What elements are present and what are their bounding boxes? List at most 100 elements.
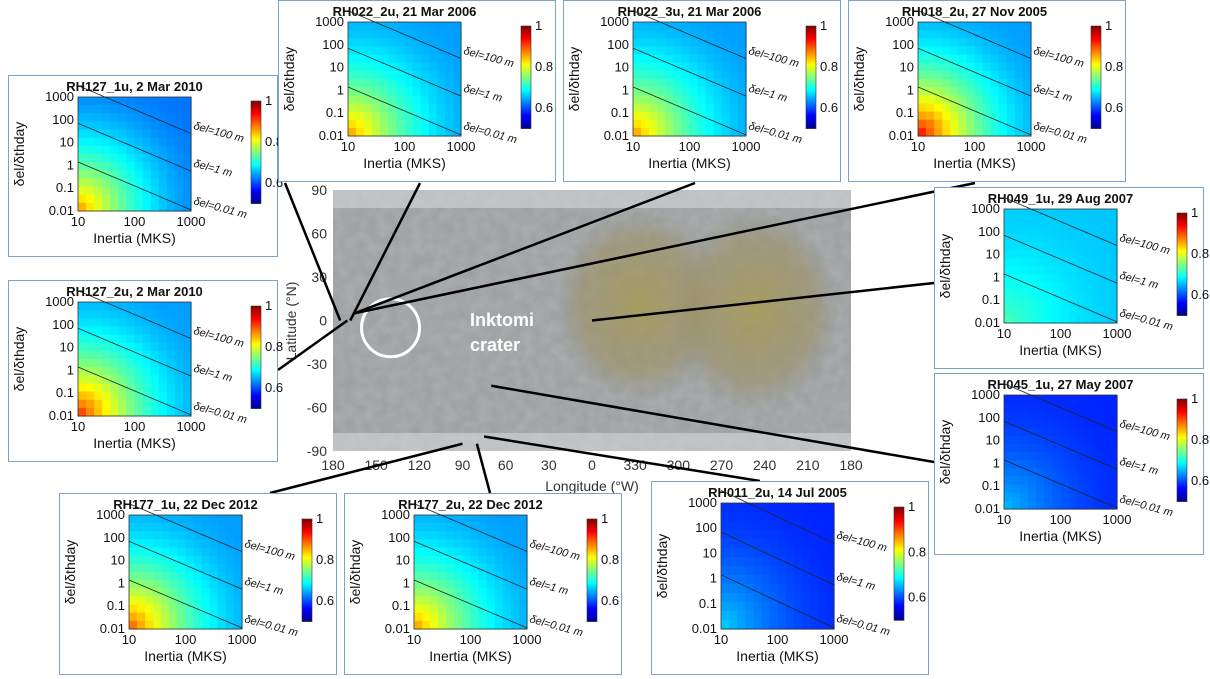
heatmap-cell <box>1076 411 1086 421</box>
heatmap-cell <box>1052 306 1062 316</box>
heatmap-cell <box>422 539 431 549</box>
heatmap-cell <box>785 566 795 576</box>
heatmap-cell <box>454 515 464 524</box>
heatmap-cell <box>142 326 152 336</box>
heatmap-cell <box>420 103 430 113</box>
heatmap-cell <box>793 602 803 612</box>
heatmap-cell <box>1044 500 1054 510</box>
heatmap-cell <box>118 302 128 311</box>
heatmap-cell <box>364 79 373 88</box>
heatmap-cell <box>697 30 707 39</box>
heatmap-cell <box>478 620 488 630</box>
heatmap-cell <box>420 87 430 96</box>
heatmap-cell <box>982 95 992 105</box>
heatmap-cell <box>1014 30 1024 39</box>
heatmap-cell <box>494 523 504 532</box>
heatmap-cell <box>404 46 414 56</box>
heatmap-cell <box>1084 225 1094 235</box>
heatmap-cell <box>225 555 235 565</box>
y-tick-label: 1 <box>67 362 74 377</box>
heatmap-cell <box>1108 314 1118 324</box>
heatmap-cell <box>94 186 103 196</box>
heatmap-cell <box>452 46 462 56</box>
x-axis-label: Inertia (MKS) <box>144 648 226 664</box>
connector-line <box>349 182 422 322</box>
x-axis-label: Inertia (MKS) <box>736 648 818 664</box>
heatmap-cell <box>182 342 192 352</box>
heatmap-cell <box>182 129 192 139</box>
heatmap-cell <box>1052 257 1062 267</box>
contour-line <box>128 540 243 590</box>
heatmap-cell <box>428 30 438 39</box>
heatmap-cell <box>137 539 146 549</box>
y-tick-label: 100 <box>978 410 1000 425</box>
heatmap-cell <box>134 129 144 139</box>
heatmap-cell <box>348 79 357 88</box>
heatmap-cell <box>825 548 835 558</box>
heatmap-cell <box>809 575 819 585</box>
y-tick-label: 1000 <box>971 387 1000 402</box>
heatmap-cell <box>372 103 381 113</box>
heatmap-cell <box>1076 492 1086 502</box>
heatmap-cell <box>94 310 103 319</box>
heatmap-cell <box>1044 257 1054 267</box>
heatmap-cell <box>174 350 184 360</box>
heatmap-cell <box>118 105 128 114</box>
heatmap-cell <box>825 575 835 585</box>
heatmap-cell <box>1036 468 1045 478</box>
heatmap-cell <box>193 531 203 541</box>
heatmap-cell <box>926 62 935 72</box>
heatmap-cell <box>102 326 111 336</box>
plot-frame <box>77 301 192 417</box>
heatmap-cell <box>161 539 170 549</box>
heatmap-cell <box>166 186 176 196</box>
connector-line <box>277 319 349 372</box>
heatmap-cell <box>217 588 227 598</box>
heatmap-cell <box>510 523 520 532</box>
heatmap-cell <box>201 531 211 541</box>
heatmap-cell <box>86 342 95 352</box>
heatmap-cell <box>1036 225 1045 235</box>
heatmap-cell <box>494 539 504 549</box>
heatmap-cell <box>1022 62 1032 72</box>
heatmap-cell <box>934 95 943 105</box>
heatmap-cell <box>665 54 674 64</box>
heatmap-cell <box>926 95 935 105</box>
heatmap-cell <box>633 62 642 72</box>
heatmap-cell <box>158 105 168 114</box>
panel-title: RH177_2u, 22 Dec 2012 <box>398 497 543 512</box>
heatmap-cell <box>478 539 488 549</box>
heatmap-cell <box>801 584 811 594</box>
heatmap-cell <box>1036 249 1045 259</box>
heatmap-cell <box>1036 241 1045 251</box>
contour-line <box>720 574 835 629</box>
heatmap-cell <box>372 38 381 48</box>
heatmap-cell <box>1036 233 1045 243</box>
heatmap-cell <box>494 596 504 606</box>
heatmap-cell <box>974 87 984 96</box>
heatmap-cell <box>1076 460 1086 469</box>
heatmap-cell <box>158 383 168 393</box>
heatmap-cell <box>633 30 642 39</box>
heatmap-cell <box>388 70 398 80</box>
contour-line <box>917 47 1032 97</box>
heatmap-cell <box>78 359 87 368</box>
heatmap-cell <box>110 367 119 376</box>
heatmap-cell <box>142 383 152 393</box>
heatmap-cell <box>142 194 152 204</box>
heatmap-cell <box>510 547 520 557</box>
heatmap-cell <box>372 46 381 56</box>
heatmap-cell <box>1020 290 1029 300</box>
heatmap-cell <box>420 111 430 121</box>
heatmap-cell <box>169 620 179 630</box>
heatmap-cell <box>1012 427 1021 437</box>
heatmap-cell <box>502 580 512 589</box>
x-tick-label: 10 <box>714 632 728 647</box>
heatmap-cell <box>182 105 192 114</box>
heatmap-cell <box>1060 468 1070 478</box>
heatmap-cell <box>518 523 528 532</box>
heatmap-cell <box>166 154 176 163</box>
heatmap-cell <box>998 30 1008 39</box>
